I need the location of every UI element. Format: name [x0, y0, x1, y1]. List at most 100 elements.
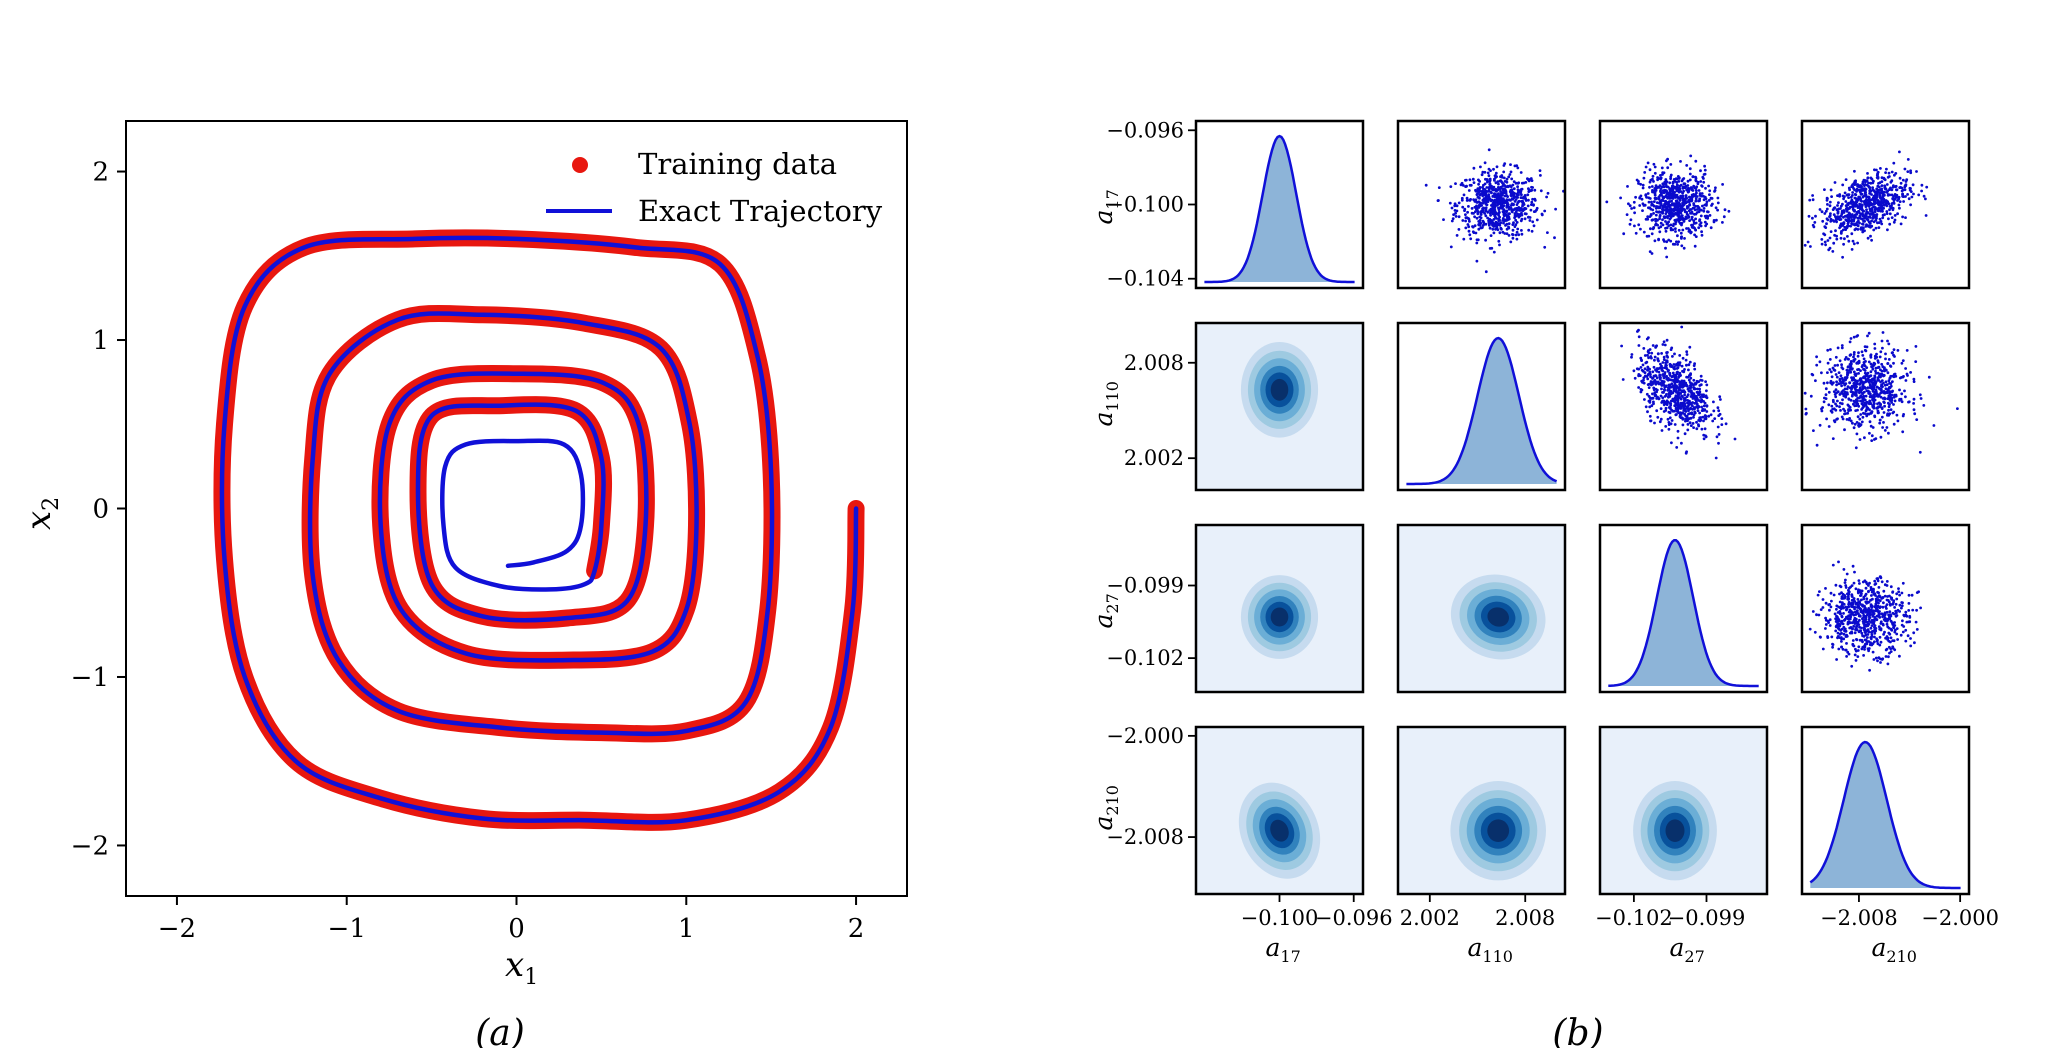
scatter-point [1885, 210, 1889, 213]
scatter-point [1847, 193, 1851, 197]
scatter-point [1647, 386, 1651, 389]
scatter-point [1889, 408, 1893, 411]
scatter-point [1699, 169, 1702, 173]
scatter-point [1524, 212, 1528, 216]
scatter-point [1892, 202, 1896, 205]
scatter-point [1694, 228, 1697, 232]
scatter-point [1492, 250, 1496, 254]
pairplot-cell-frame [1598, 523, 1769, 694]
scatter-point [1668, 191, 1671, 195]
scatter-point [1879, 191, 1882, 195]
scatter-point [1873, 357, 1877, 360]
scatter-point [1848, 381, 1852, 385]
scatter-point [1646, 215, 1650, 219]
scatter-point [1645, 195, 1648, 199]
scatter-point [1650, 252, 1654, 255]
scatter-point [1629, 218, 1633, 222]
scatter-point [1655, 409, 1659, 413]
scatter-point [1829, 409, 1833, 413]
scatter-point [1699, 400, 1703, 404]
scatter-point [1884, 655, 1888, 658]
scatter-point [1885, 647, 1889, 651]
scatter-point [1866, 172, 1869, 175]
scatter-point [1829, 188, 1833, 192]
scatter-point [1640, 359, 1643, 362]
scatter-point [1700, 233, 1704, 237]
scatter-point [1484, 194, 1488, 198]
scatter-point [1652, 200, 1656, 204]
scatter-point [1684, 451, 1688, 455]
scatter-point [1471, 225, 1474, 228]
scatter-point [1646, 192, 1650, 195]
scatter-point [1883, 401, 1886, 404]
scatter-point [1700, 192, 1704, 195]
scatter-point [1454, 215, 1458, 218]
scatter-point [1720, 423, 1724, 426]
scatter-point [1834, 620, 1838, 623]
scatter-point [1894, 172, 1898, 175]
scatter-point [1847, 652, 1851, 656]
scatter-point [1696, 409, 1700, 412]
scatter-point [1651, 190, 1654, 194]
scatter-point [1479, 216, 1483, 220]
scatter-point [1688, 360, 1692, 364]
scatter-point [1859, 192, 1863, 196]
scatter-point [1664, 178, 1668, 181]
scatter-point [1669, 163, 1673, 166]
scatter-point [1881, 605, 1885, 609]
scatter-point [1475, 208, 1479, 212]
scatter-point [1668, 402, 1672, 405]
scatter-point [1685, 363, 1688, 367]
scatter-point [1813, 221, 1817, 224]
scatter-point [1698, 416, 1702, 420]
scatter-point [1879, 167, 1882, 170]
scatter-point [1639, 388, 1643, 391]
scatter-point [1477, 182, 1480, 186]
scatter-point [1704, 380, 1707, 383]
scatter-point [1505, 216, 1509, 220]
scatter-point [1852, 426, 1856, 430]
scatter-point [1876, 376, 1880, 379]
scatter-point [1846, 605, 1850, 609]
scatter-point [1908, 186, 1912, 190]
scatter-point [1514, 223, 1518, 227]
y-tick-label: −2 [71, 831, 109, 861]
scatter-point [1834, 395, 1838, 399]
scatter-point [1890, 398, 1894, 402]
scatter-point [1714, 456, 1718, 460]
scatter-point [1651, 218, 1655, 222]
scatter-point [1676, 366, 1680, 370]
scatter-point [1908, 616, 1912, 619]
scatter-point [1909, 644, 1913, 648]
scatter-point [1870, 198, 1874, 202]
scatter-point [1840, 620, 1843, 623]
scatter-point [1712, 400, 1715, 404]
scatter-point [1651, 174, 1655, 178]
scatter-point [1843, 191, 1847, 195]
scatter-point [1863, 187, 1867, 191]
scatter-point [1497, 182, 1500, 186]
scatter-point [1697, 380, 1700, 384]
scatter-point [1702, 409, 1706, 412]
scatter-point [1858, 214, 1862, 218]
scatter-point [1674, 375, 1677, 379]
scatter-point [1872, 220, 1876, 224]
scatter-point [1487, 189, 1491, 193]
scatter-point [1901, 619, 1904, 623]
scatter-point [1871, 396, 1875, 399]
scatter-point [1873, 210, 1877, 214]
scatter-point [1842, 632, 1846, 636]
scatter-point [1473, 215, 1476, 219]
scatter-point [1516, 227, 1520, 231]
scatter-point [1803, 243, 1807, 247]
scatter-point [1483, 182, 1487, 186]
scatter-point [1689, 373, 1692, 377]
scatter-point [1859, 227, 1863, 231]
scatter-point [1889, 382, 1893, 385]
scatter-point [1477, 206, 1481, 209]
scatter-point [1894, 609, 1898, 613]
scatter-point [1659, 174, 1662, 177]
scatter-point [1487, 193, 1491, 197]
scatter-point [1707, 198, 1711, 202]
scatter-point [1895, 592, 1899, 596]
